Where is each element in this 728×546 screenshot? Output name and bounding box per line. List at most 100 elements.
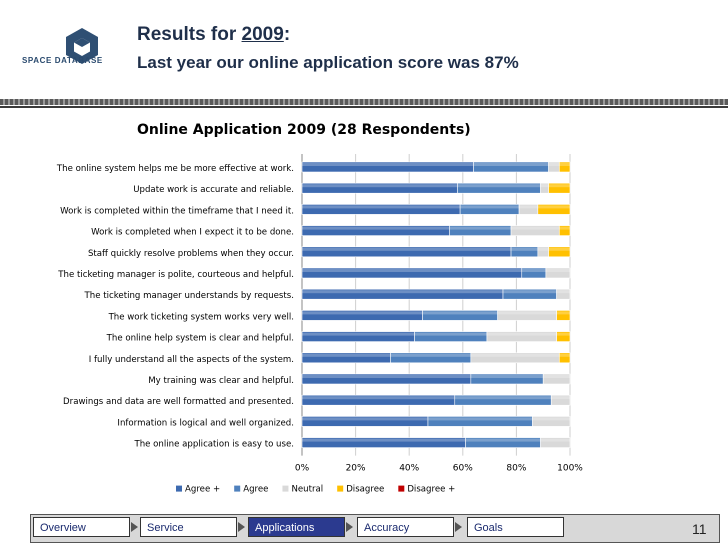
- bar-segment: [540, 437, 571, 448]
- bar-gloss: [511, 226, 560, 230]
- nav-item-overview[interactable]: Overview: [33, 517, 130, 537]
- x-tick-label: 100%: [557, 464, 583, 474]
- x-tick-label: 0%: [295, 464, 310, 474]
- bar-segment: [537, 204, 571, 215]
- bar-segment: [545, 267, 571, 279]
- bar-gloss: [302, 163, 474, 166]
- bar-gloss: [537, 247, 549, 251]
- bar-gloss: [465, 438, 541, 442]
- bar-gloss: [302, 226, 450, 230]
- chart-title: Online Application 2009 (28 Respondents): [137, 122, 471, 138]
- bar-gloss: [302, 353, 391, 357]
- bar-gloss: [556, 332, 570, 336]
- bar-gloss: [454, 396, 552, 400]
- nav-item-accuracy[interactable]: Accuracy: [357, 517, 454, 537]
- bar-gloss: [556, 311, 570, 315]
- x-tick-labels: 0% 20% 40% 60% 80% 100%: [295, 464, 583, 474]
- legend-swatch: [337, 485, 344, 492]
- bar-segment: [550, 394, 571, 406]
- category-label: The ticketing manager is polite, courteo…: [57, 270, 294, 280]
- category-label: The online help system is clear and help…: [106, 334, 294, 344]
- legend-swatch: [176, 485, 182, 492]
- bar-gloss: [302, 438, 466, 442]
- nav-item-goals[interactable]: Goals: [467, 517, 564, 537]
- header-divider: [0, 99, 728, 105]
- chart-legend: Agree + Agree Neutral Disagree Disagree +: [176, 485, 455, 495]
- bar-gloss: [559, 226, 570, 230]
- bar-gloss: [559, 163, 570, 166]
- bar-gloss: [302, 396, 455, 400]
- x-tick-label: 80%: [506, 464, 526, 474]
- bar-gloss: [540, 438, 570, 442]
- bar-gloss: [486, 332, 557, 336]
- bar-segment: [558, 225, 571, 236]
- bar-segment: [556, 331, 571, 342]
- category-label: I fully understand all the aspects of th…: [89, 355, 294, 365]
- bar-gloss: [532, 417, 570, 421]
- bar-gloss: [548, 184, 570, 188]
- legend-label: Agree +: [185, 485, 220, 495]
- bar-gloss: [427, 417, 533, 421]
- bar-gloss: [548, 247, 570, 251]
- legend-swatch: [234, 485, 241, 492]
- header-divider-line: [0, 106, 728, 108]
- x-tick-label: 60%: [453, 464, 473, 474]
- bar-gloss: [540, 184, 549, 188]
- bar-gloss: [519, 205, 538, 209]
- bar-gloss: [473, 163, 549, 166]
- bar-gloss: [511, 247, 538, 251]
- bar-segment: [548, 246, 571, 258]
- logo-text: SPACE DATABASE: [22, 56, 103, 65]
- category-label: Staff quickly resolve problems when they…: [88, 249, 294, 259]
- bar-gloss: [302, 290, 503, 294]
- bar-segment: [542, 373, 571, 385]
- bar-gloss: [543, 375, 570, 378]
- bar-segment: [556, 310, 571, 321]
- bar-gloss: [556, 290, 570, 294]
- legend-label: Agree: [243, 485, 268, 495]
- nav-arrow-icon: [131, 522, 138, 532]
- category-label: The online system helps me be more effec…: [56, 164, 294, 174]
- nav-item-service[interactable]: Service: [140, 517, 237, 537]
- stacked-bar-chart: Online Application 2009 (28 Respondents)…: [56, 122, 583, 495]
- bar-gloss: [470, 375, 544, 378]
- bar-segment: [556, 288, 571, 300]
- legend-label: Neutral: [291, 485, 323, 495]
- bar-gloss: [302, 417, 428, 421]
- bar-segment: [548, 182, 571, 194]
- bar-gloss: [503, 290, 557, 294]
- bar-gloss: [470, 353, 560, 357]
- category-label: The ticketing manager understands by req…: [84, 291, 294, 301]
- nav-arrow-icon: [346, 522, 353, 532]
- category-label: My training was clear and helpful.: [148, 376, 294, 386]
- title-prefix: Results for: [137, 24, 242, 45]
- page-subtitle: Last year our online application score w…: [137, 53, 519, 72]
- nav-item-applications[interactable]: Applications: [248, 517, 345, 537]
- bar-gloss: [559, 353, 570, 357]
- page-number: 11: [692, 521, 707, 537]
- bar-gloss: [302, 332, 415, 336]
- bar-gloss: [548, 163, 560, 166]
- bar-gloss: [457, 184, 541, 188]
- bar-gloss: [302, 269, 522, 272]
- bar-gloss: [302, 205, 461, 209]
- x-tick-label: 40%: [399, 464, 419, 474]
- chart-bars: [301, 161, 571, 448]
- legend-label: Disagree +: [407, 485, 455, 495]
- bar-gloss: [302, 247, 512, 251]
- category-label: Work is completed within the timeframe t…: [60, 206, 294, 216]
- category-label: The online application is easy to use.: [133, 440, 294, 450]
- page-title: Results for 2009:: [137, 24, 290, 46]
- bar-segment: [558, 161, 571, 173]
- bar-gloss: [449, 226, 512, 230]
- title-suffix: :: [283, 24, 291, 45]
- nav-arrow-icon: [455, 522, 462, 532]
- bar-gloss: [521, 269, 546, 272]
- legend-swatch: [398, 485, 405, 492]
- cube-logo-icon: [66, 28, 98, 64]
- chart-gridlines: [301, 154, 571, 456]
- bar-gloss: [545, 269, 570, 272]
- bar-gloss: [302, 375, 471, 378]
- legend-swatch: [282, 485, 289, 492]
- category-label: Work is completed when I expect it to be…: [91, 228, 294, 238]
